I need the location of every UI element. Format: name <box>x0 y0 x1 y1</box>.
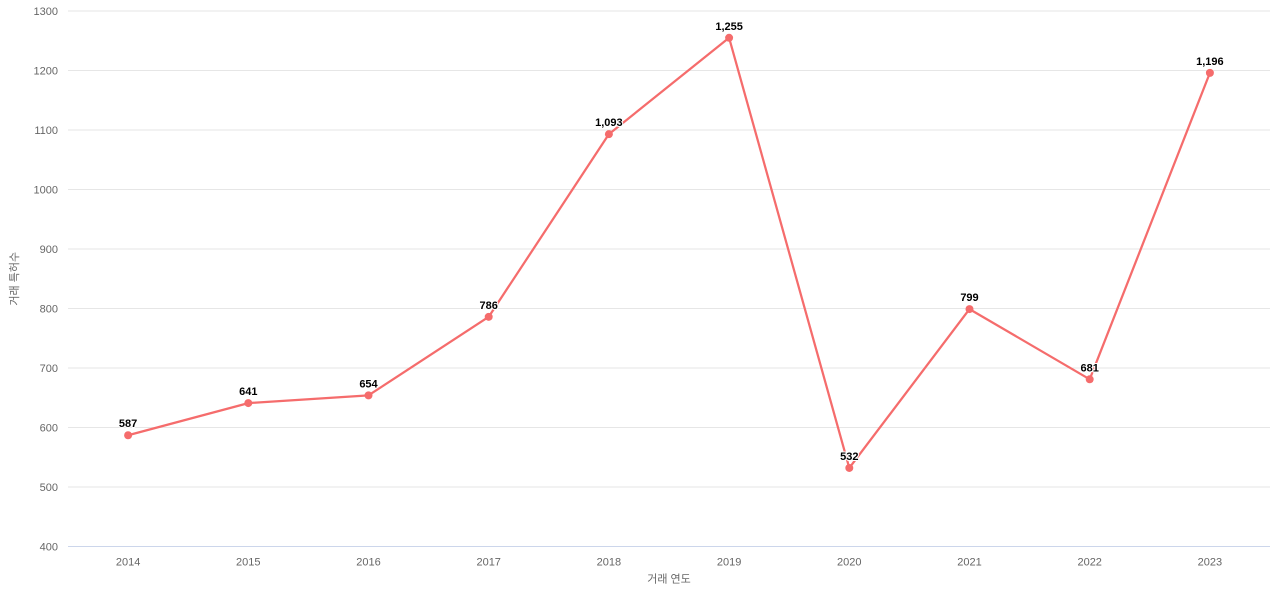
data-point-marker[interactable] <box>604 130 613 139</box>
data-point-marker[interactable] <box>1085 375 1094 384</box>
x-tick-label: 2019 <box>717 557 741 569</box>
data-point-label: 1,196 <box>1196 56 1224 68</box>
x-tick-label: 2017 <box>476 557 500 569</box>
x-tick-label: 2018 <box>597 557 621 569</box>
x-tick-label: 2014 <box>116 557 140 569</box>
data-point-label: 1,093 <box>595 117 623 129</box>
y-tick-label: 1000 <box>34 185 58 197</box>
y-tick-label: 800 <box>40 304 58 316</box>
y-tick-label: 1100 <box>34 125 58 137</box>
y-tick-label: 700 <box>40 363 58 375</box>
y-tick-label: 900 <box>40 244 58 256</box>
data-point-marker[interactable] <box>1205 68 1214 77</box>
y-tick-label: 1200 <box>34 66 58 78</box>
y-tick-label: 500 <box>40 482 58 494</box>
data-point-marker[interactable] <box>965 305 974 314</box>
y-tick-label: 1300 <box>34 6 58 18</box>
data-point-marker[interactable] <box>124 431 133 440</box>
data-point-marker[interactable] <box>364 391 373 400</box>
data-point-marker[interactable] <box>725 33 734 42</box>
data-point-label: 799 <box>960 292 978 304</box>
x-tick-label: 2023 <box>1198 557 1222 569</box>
data-point-label: 786 <box>480 300 498 312</box>
data-point-label: 1,255 <box>715 21 743 33</box>
y-tick-label: 600 <box>40 423 58 435</box>
y-axis-title: 거래 특허수 <box>8 252 21 306</box>
x-tick-label: 2022 <box>1077 557 1101 569</box>
x-tick-label: 2020 <box>837 557 861 569</box>
data-point-marker[interactable] <box>484 312 493 321</box>
data-point-label: 587 <box>119 418 137 430</box>
x-tick-label: 2015 <box>236 557 260 569</box>
y-tick-label: 400 <box>40 542 58 554</box>
data-point-label: 641 <box>239 386 257 398</box>
data-point-label: 532 <box>840 451 858 463</box>
x-tick-label: 2021 <box>957 557 981 569</box>
x-axis-title: 거래 연도 <box>647 573 691 586</box>
series-line <box>126 36 1212 470</box>
data-point-marker[interactable] <box>244 399 253 408</box>
data-point-marker[interactable] <box>845 463 854 472</box>
data-point-label: 654 <box>359 378 378 390</box>
data-point-label: 681 <box>1081 362 1099 374</box>
x-tick-label: 2016 <box>356 557 380 569</box>
